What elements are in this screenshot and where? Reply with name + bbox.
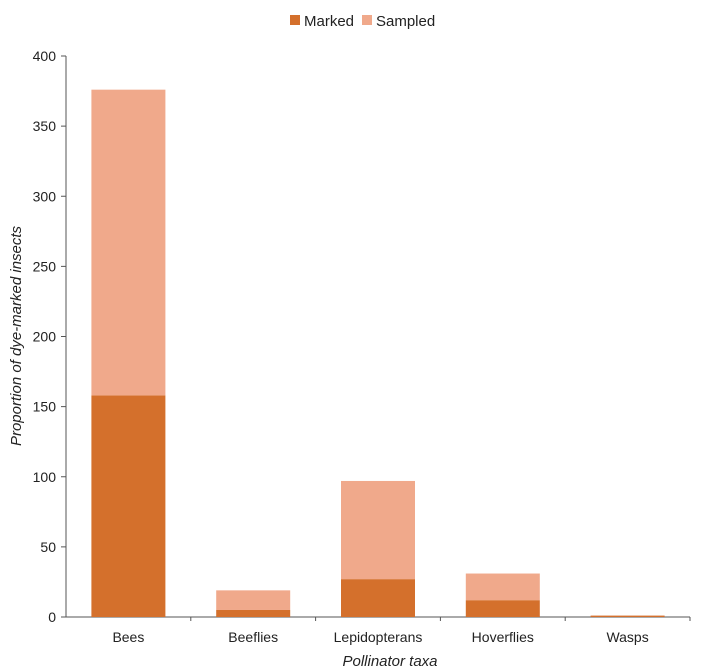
legend-swatch-marked (290, 15, 300, 25)
legend-label-marked: Marked (304, 13, 354, 30)
y-tick-label: 250 (33, 258, 57, 274)
y-tick-label: 350 (33, 118, 57, 134)
y-tick-label: 300 (33, 188, 57, 204)
plot-area: 0 50 100 150 200 250 300 350 400 Bees Beeflies Lepi… (33, 48, 691, 645)
bar-sampled-lepidopterans (341, 480, 415, 580)
y-tick-label: 400 (33, 48, 57, 64)
bar-marked-hoverflies (465, 600, 540, 617)
bar-marked-wasps (590, 615, 665, 617)
bar-marked-lepidopterans (341, 579, 415, 617)
y-tick-label: 200 (33, 329, 57, 345)
x-tick-label: Hoverflies (472, 629, 534, 645)
x-tick-label: Beeflies (228, 629, 278, 645)
bar-marked-bees (91, 395, 166, 617)
x-axis-title: Pollinator taxa (342, 653, 437, 670)
bar-sampled-beeflies (216, 590, 291, 610)
bar-sampled-hoverflies (465, 573, 540, 601)
y-tick-label: 150 (33, 399, 57, 415)
legend: Marked Sampled (290, 13, 435, 30)
y-axis-title: Proportion of dye-marked insects (8, 225, 25, 446)
y-tick-label: 50 (40, 539, 56, 555)
y-tick-label: 0 (48, 609, 56, 625)
x-tick-label: Wasps (606, 629, 648, 645)
bar-sampled-bees (91, 89, 166, 396)
bar-marked-beeflies (216, 609, 291, 617)
legend-swatch-sampled (362, 15, 372, 25)
x-tick-label: Lepidopterans (334, 629, 423, 645)
x-tick-label: Bees (112, 629, 144, 645)
y-tick-label: 100 (33, 469, 57, 485)
legend-label-sampled: Sampled (376, 13, 435, 30)
